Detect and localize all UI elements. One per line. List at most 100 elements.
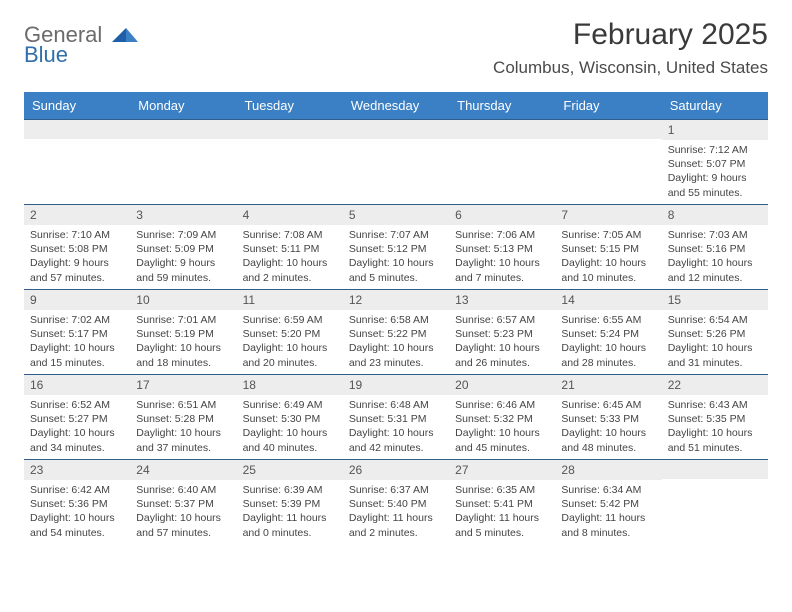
calendar-cell: 1Sunrise: 7:12 AMSunset: 5:07 PMDaylight…: [662, 120, 768, 204]
sunset-text: Sunset: 5:42 PM: [561, 497, 655, 511]
sunrise-text: Sunrise: 6:42 AM: [30, 483, 124, 497]
sunrise-text: Sunrise: 6:59 AM: [243, 313, 337, 327]
sunset-text: Sunset: 5:09 PM: [136, 242, 230, 256]
sunrise-text: Sunrise: 7:07 AM: [349, 228, 443, 242]
cell-body: Sunrise: 6:40 AMSunset: 5:37 PMDaylight:…: [130, 480, 236, 544]
cell-body: Sunrise: 6:34 AMSunset: 5:42 PMDaylight:…: [555, 480, 661, 544]
daylight2-text: and 31 minutes.: [668, 356, 762, 370]
calendar-cell: 2Sunrise: 7:10 AMSunset: 5:08 PMDaylight…: [24, 205, 130, 289]
calendar-cell: 6Sunrise: 7:06 AMSunset: 5:13 PMDaylight…: [449, 205, 555, 289]
day-number: 27: [449, 460, 555, 480]
calendar-cell: 13Sunrise: 6:57 AMSunset: 5:23 PMDayligh…: [449, 290, 555, 374]
sunrise-text: Sunrise: 6:52 AM: [30, 398, 124, 412]
calendar-cell: 5Sunrise: 7:07 AMSunset: 5:12 PMDaylight…: [343, 205, 449, 289]
daylight1-text: Daylight: 11 hours: [243, 511, 337, 525]
day-number: 4: [237, 205, 343, 225]
day-number: 17: [130, 375, 236, 395]
daylight2-text: and 55 minutes.: [668, 186, 762, 200]
cell-body: Sunrise: 6:51 AMSunset: 5:28 PMDaylight:…: [130, 395, 236, 459]
daylight2-text: and 2 minutes.: [243, 271, 337, 285]
daylight2-text: and 54 minutes.: [30, 526, 124, 540]
day-number: 13: [449, 290, 555, 310]
day-number: 22: [662, 375, 768, 395]
sunrise-text: Sunrise: 6:58 AM: [349, 313, 443, 327]
logo: General Blue: [24, 18, 138, 66]
daylight1-text: Daylight: 10 hours: [30, 341, 124, 355]
day-number: [343, 120, 449, 139]
calendar-cell: 26Sunrise: 6:37 AMSunset: 5:40 PMDayligh…: [343, 460, 449, 544]
calendar-cell: 21Sunrise: 6:45 AMSunset: 5:33 PMDayligh…: [555, 375, 661, 459]
daylight1-text: Daylight: 10 hours: [30, 426, 124, 440]
calendar-cell: 27Sunrise: 6:35 AMSunset: 5:41 PMDayligh…: [449, 460, 555, 544]
daylight2-text: and 26 minutes.: [455, 356, 549, 370]
daylight1-text: Daylight: 9 hours: [30, 256, 124, 270]
cell-body: Sunrise: 6:55 AMSunset: 5:24 PMDaylight:…: [555, 310, 661, 374]
sunrise-text: Sunrise: 7:12 AM: [668, 143, 762, 157]
cell-body: Sunrise: 7:10 AMSunset: 5:08 PMDaylight:…: [24, 225, 130, 289]
cell-body: Sunrise: 7:12 AMSunset: 5:07 PMDaylight:…: [662, 140, 768, 204]
calendar-cell: 17Sunrise: 6:51 AMSunset: 5:28 PMDayligh…: [130, 375, 236, 459]
sunset-text: Sunset: 5:37 PM: [136, 497, 230, 511]
sunrise-text: Sunrise: 6:37 AM: [349, 483, 443, 497]
daylight2-text: and 12 minutes.: [668, 271, 762, 285]
calendar-cell: 18Sunrise: 6:49 AMSunset: 5:30 PMDayligh…: [237, 375, 343, 459]
cell-body: Sunrise: 6:39 AMSunset: 5:39 PMDaylight:…: [237, 480, 343, 544]
calendar-week: 2Sunrise: 7:10 AMSunset: 5:08 PMDaylight…: [24, 204, 768, 289]
calendar-week: 23Sunrise: 6:42 AMSunset: 5:36 PMDayligh…: [24, 459, 768, 544]
calendar-week: 9Sunrise: 7:02 AMSunset: 5:17 PMDaylight…: [24, 289, 768, 374]
sunset-text: Sunset: 5:15 PM: [561, 242, 655, 256]
daylight2-text: and 57 minutes.: [136, 526, 230, 540]
sunrise-text: Sunrise: 6:49 AM: [243, 398, 337, 412]
day-number: 5: [343, 205, 449, 225]
calendar-cell: 3Sunrise: 7:09 AMSunset: 5:09 PMDaylight…: [130, 205, 236, 289]
sunrise-text: Sunrise: 7:09 AM: [136, 228, 230, 242]
day-number: 25: [237, 460, 343, 480]
daylight2-text: and 37 minutes.: [136, 441, 230, 455]
day-number: 20: [449, 375, 555, 395]
day-number: 24: [130, 460, 236, 480]
cell-body: Sunrise: 7:05 AMSunset: 5:15 PMDaylight:…: [555, 225, 661, 289]
sunrise-text: Sunrise: 6:34 AM: [561, 483, 655, 497]
sunset-text: Sunset: 5:41 PM: [455, 497, 549, 511]
month-title: February 2025: [493, 18, 768, 52]
calendar-cell: 19Sunrise: 6:48 AMSunset: 5:31 PMDayligh…: [343, 375, 449, 459]
cell-body: Sunrise: 6:54 AMSunset: 5:26 PMDaylight:…: [662, 310, 768, 374]
sunrise-text: Sunrise: 6:48 AM: [349, 398, 443, 412]
daylight1-text: Daylight: 10 hours: [243, 341, 337, 355]
daylight2-text: and 7 minutes.: [455, 271, 549, 285]
day-number: 28: [555, 460, 661, 480]
sunrise-text: Sunrise: 6:57 AM: [455, 313, 549, 327]
daylight2-text: and 18 minutes.: [136, 356, 230, 370]
dayhead-wed: Wednesday: [343, 92, 449, 119]
calendar-cell: 25Sunrise: 6:39 AMSunset: 5:39 PMDayligh…: [237, 460, 343, 544]
sunrise-text: Sunrise: 7:02 AM: [30, 313, 124, 327]
daylight1-text: Daylight: 10 hours: [455, 426, 549, 440]
calendar-cell: 22Sunrise: 6:43 AMSunset: 5:35 PMDayligh…: [662, 375, 768, 459]
dayhead-tue: Tuesday: [237, 92, 343, 119]
sunset-text: Sunset: 5:35 PM: [668, 412, 762, 426]
sunset-text: Sunset: 5:16 PM: [668, 242, 762, 256]
day-number: [130, 120, 236, 139]
calendar-cell: 23Sunrise: 6:42 AMSunset: 5:36 PMDayligh…: [24, 460, 130, 544]
logo-mark-icon: [112, 22, 138, 47]
sunset-text: Sunset: 5:12 PM: [349, 242, 443, 256]
calendar-cell: [24, 120, 130, 204]
sunset-text: Sunset: 5:08 PM: [30, 242, 124, 256]
daylight1-text: Daylight: 10 hours: [30, 511, 124, 525]
sunset-text: Sunset: 5:19 PM: [136, 327, 230, 341]
day-number: [237, 120, 343, 139]
cell-body: Sunrise: 6:43 AMSunset: 5:35 PMDaylight:…: [662, 395, 768, 459]
calendar-cell: 28Sunrise: 6:34 AMSunset: 5:42 PMDayligh…: [555, 460, 661, 544]
daylight1-text: Daylight: 9 hours: [136, 256, 230, 270]
daylight2-text: and 5 minutes.: [455, 526, 549, 540]
sunset-text: Sunset: 5:39 PM: [243, 497, 337, 511]
day-number: 14: [555, 290, 661, 310]
cell-body: Sunrise: 7:08 AMSunset: 5:11 PMDaylight:…: [237, 225, 343, 289]
daylight2-text: and 45 minutes.: [455, 441, 549, 455]
sunset-text: Sunset: 5:07 PM: [668, 157, 762, 171]
day-number: 18: [237, 375, 343, 395]
day-number: 8: [662, 205, 768, 225]
daylight2-text: and 5 minutes.: [349, 271, 443, 285]
cell-body: Sunrise: 6:45 AMSunset: 5:33 PMDaylight:…: [555, 395, 661, 459]
sunset-text: Sunset: 5:40 PM: [349, 497, 443, 511]
